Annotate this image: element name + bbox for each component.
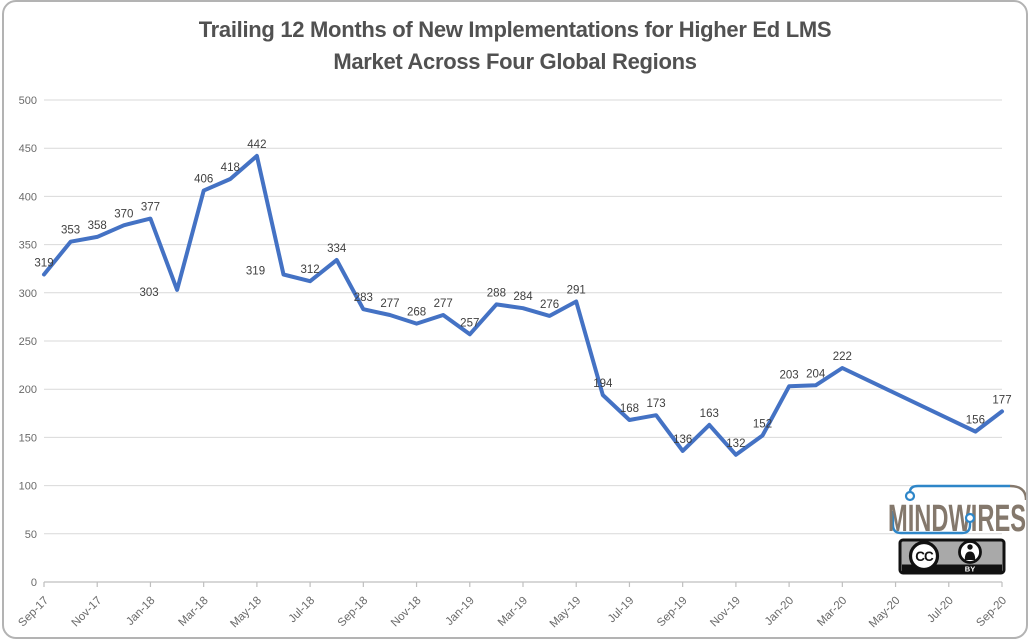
x-tick-label: Sep-19 [655,595,690,630]
attribution-person-body [964,551,976,560]
data-label: 173 [646,398,665,410]
cc-icon [908,540,940,572]
x-tick-label: Jul-20 [925,595,956,626]
data-label: 303 [139,287,158,299]
data-label: 334 [327,243,347,255]
x-tick-label: Jul-19 [606,595,637,626]
data-label: 276 [540,299,559,311]
attribution-person-head [967,544,973,550]
x-tick-label: Nov-18 [389,595,424,630]
data-label: 319 [34,257,53,269]
logo-wire-bottom [891,511,972,535]
data-label: 222 [833,351,852,363]
x-tick-label: May-18 [228,595,264,631]
data-label: 284 [513,291,533,303]
data-label: 177 [992,394,1011,406]
data-label: 152 [753,418,772,430]
data-label: 203 [780,369,799,381]
data-label: 312 [301,264,320,276]
x-tick-label: Sep-20 [974,595,1009,630]
data-label: 442 [247,139,266,151]
data-label: 156 [966,415,985,427]
x-tick-label: Sep-18 [336,595,371,630]
cc-icon-text: CC [915,549,934,564]
chart-title: Trailing 12 Months of New Implementation… [4,14,1026,78]
cc-by-badge: CC BY [898,538,1008,576]
x-tick-label: May-19 [548,595,584,631]
data-label: 277 [434,298,453,310]
data-label: 353 [61,225,80,237]
data-label: 370 [114,208,133,220]
x-tick-label: Sep-17 [16,595,51,630]
x-tick-label: Mar-19 [496,595,530,629]
y-tick-label: 350 [19,240,37,252]
data-label: 319 [246,265,265,277]
cc-badge-strip [902,564,1002,572]
mindwires-logo-text: MINDWIRES [888,498,1026,538]
data-label: 168 [620,403,639,415]
y-tick-label: 200 [19,384,37,396]
data-label: 358 [88,220,107,232]
x-tick-label: Jan-18 [124,595,157,628]
logo-wire-node-icon [964,512,976,524]
y-tick-label: 0 [31,577,37,589]
x-tick-label: Nov-19 [708,595,743,630]
data-label: 268 [407,307,426,319]
data-label: 204 [806,368,826,380]
y-tick-label: 450 [19,143,37,155]
x-tick-label: Nov-17 [70,595,105,630]
data-label: 163 [700,408,719,420]
data-label: 132 [726,438,745,450]
logo-wire-top [908,484,1010,494]
x-tick-label: May-20 [867,595,903,631]
y-tick-label: 500 [19,95,37,107]
x-tick-label: Mar-20 [815,595,849,629]
x-tick-label: Jul-18 [287,595,318,626]
data-label: 288 [487,287,506,299]
y-tick-label: 100 [19,481,37,493]
mindwires-logo: MINDWIRES [884,482,1026,540]
logo-wire-node-icon [904,490,916,502]
logo-wire-corner [1009,484,1026,501]
line-chart-canvas: 0 50 100 150 200 250 300 350 400 450 500 Sep-17 Nov-… [16,95,1011,631]
data-label: 291 [567,284,586,296]
y-tick-label: 250 [19,336,37,348]
data-label: 257 [460,317,479,329]
y-tick-label: 150 [19,432,37,444]
data-label: 377 [141,202,160,214]
chart-title-line-1: Trailing 12 Months of New Implementation… [198,17,832,42]
trend-line [42,153,1004,457]
cc-license-text: BY [965,564,975,573]
data-label: 283 [354,292,373,304]
y-tick-label: 300 [19,288,37,300]
data-label: 194 [593,378,613,390]
x-tick-label: Mar-18 [177,595,211,629]
x-tick-label: Jan-20 [763,595,796,628]
chart-title-line-2: Market Across Four Global Regions [333,49,697,74]
y-tick-label: 50 [25,529,37,541]
data-label: 418 [221,162,240,174]
data-label: 136 [673,434,692,446]
data-label: 406 [194,174,213,186]
data-label: 277 [380,298,399,310]
y-tick-label: 400 [19,191,37,203]
x-tick-label: Jan-19 [444,595,477,628]
